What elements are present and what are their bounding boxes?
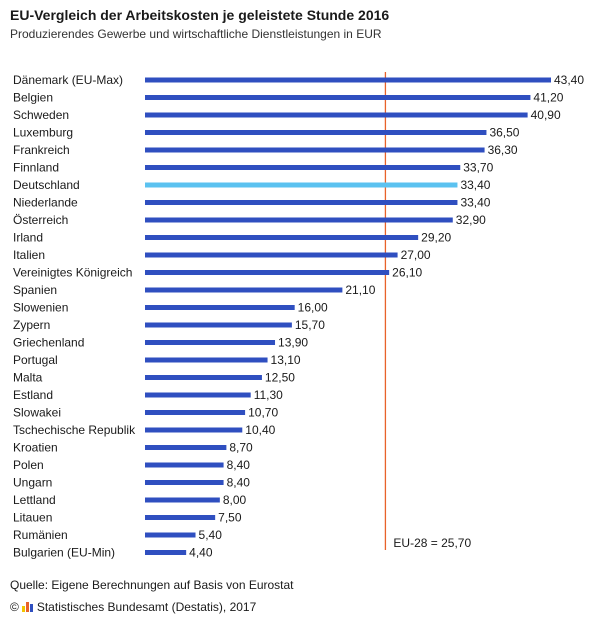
value-label: 33,40	[460, 178, 490, 192]
bar	[145, 340, 276, 345]
category-label: Deutschland	[13, 178, 80, 192]
destatis-logo-icon	[21, 602, 33, 612]
value-label: 11,30	[254, 388, 283, 402]
category-label: Griechenland	[13, 336, 84, 350]
value-label: 32,90	[456, 213, 486, 227]
category-label: Luxemburg	[13, 126, 73, 140]
bar	[145, 480, 224, 485]
bar	[145, 357, 268, 363]
category-label: Malta	[13, 371, 43, 385]
category-label: Rumänien	[13, 528, 68, 542]
value-label: 8,40	[227, 476, 251, 490]
value-label: 7,50	[218, 511, 242, 525]
value-label: 10,40	[245, 423, 275, 437]
bar	[145, 392, 251, 398]
source-note: Quelle: Eigene Berechnungen auf Basis vo…	[10, 578, 294, 592]
category-label: Litauen	[13, 511, 52, 525]
bar	[145, 252, 398, 258]
category-label: Portugal	[13, 353, 58, 367]
value-label: 8,00	[223, 493, 247, 507]
bar	[145, 130, 487, 135]
bar	[145, 235, 419, 240]
category-label: Slowenien	[13, 301, 68, 315]
value-label: 26,10	[392, 266, 422, 280]
bar	[145, 375, 262, 380]
category-label: Dänemark (EU-Max)	[13, 73, 123, 87]
chart-title: EU-Vergleich der Arbeitskosten je geleis…	[10, 7, 390, 23]
bar	[145, 112, 528, 118]
bar	[145, 427, 243, 433]
value-label: 33,40	[460, 196, 490, 210]
value-label: 13,10	[271, 353, 301, 367]
value-label: 29,20	[421, 231, 451, 245]
value-label: 33,70	[463, 161, 493, 175]
bar	[145, 410, 246, 415]
value-label: 15,70	[295, 318, 325, 332]
category-label: Irland	[13, 231, 43, 245]
eu-average-label: EU-28 = 25,70	[393, 536, 471, 550]
value-label: 8,40	[227, 458, 251, 472]
value-label: 21,10	[345, 283, 375, 297]
category-label: Italien	[13, 248, 45, 262]
category-label: Spanien	[13, 283, 57, 297]
bar	[145, 532, 196, 538]
bar	[145, 497, 220, 503]
copyright-text: Statistisches Bundesamt (Destatis), 2017	[36, 600, 257, 614]
bar	[145, 445, 227, 450]
bar	[145, 462, 224, 468]
bar	[145, 77, 551, 83]
category-label: Estland	[13, 388, 53, 402]
value-label: 16,00	[298, 301, 328, 315]
logo-bar-2	[25, 602, 29, 612]
bar	[145, 147, 485, 153]
category-label: Schweden	[13, 108, 69, 122]
value-label: 41,20	[533, 91, 563, 105]
value-label: 5,40	[199, 528, 223, 542]
category-label: Bulgarien (EU-Min)	[13, 546, 115, 560]
category-label: Belgien	[13, 91, 53, 105]
bar	[145, 217, 453, 223]
value-label: 36,50	[489, 126, 519, 140]
value-label: 36,30	[488, 143, 518, 157]
value-label: 10,70	[248, 406, 278, 420]
category-label: Ungarn	[13, 476, 52, 490]
value-label: 4,40	[189, 546, 213, 560]
chart-subtitle: Produzierendes Gewerbe und wirtschaftlic…	[10, 27, 382, 41]
logo-bar-3	[29, 604, 33, 612]
bar	[145, 182, 458, 188]
logo-bar-1	[21, 606, 25, 612]
bar	[145, 165, 461, 170]
value-label: 13,90	[278, 336, 308, 350]
copyright-line: © Statistisches Bundesamt (Destatis), 20…	[10, 600, 256, 614]
category-label: Slowakei	[13, 406, 61, 420]
copyright-symbol: ©	[10, 600, 19, 614]
bar	[145, 515, 216, 520]
category-label: Niederlande	[13, 196, 78, 210]
category-label: Tschechische Republik	[13, 423, 136, 437]
bar	[145, 550, 187, 555]
bar-chart: EU-28 = 25,70 Dänemark (EU-Max) 43,40 Belgi…	[13, 72, 584, 560]
value-label: 12,50	[265, 371, 295, 385]
value-label: 40,90	[531, 108, 561, 122]
bar	[145, 200, 458, 205]
bar	[145, 95, 531, 100]
category-label: Zypern	[13, 318, 50, 332]
category-label: Vereinigtes Königreich	[13, 266, 132, 280]
category-label: Kroatien	[13, 441, 58, 455]
category-label: Österreich	[13, 213, 68, 227]
value-label: 43,40	[554, 73, 584, 87]
bar	[145, 270, 390, 275]
value-label: 27,00	[401, 248, 431, 262]
category-label: Finnland	[13, 161, 59, 175]
category-label: Frankreich	[13, 143, 70, 157]
bar	[145, 287, 343, 293]
bar	[145, 322, 292, 328]
category-label: Polen	[13, 458, 44, 472]
value-label: 8,70	[229, 441, 253, 455]
bar	[145, 305, 295, 310]
category-label: Lettland	[13, 493, 56, 507]
